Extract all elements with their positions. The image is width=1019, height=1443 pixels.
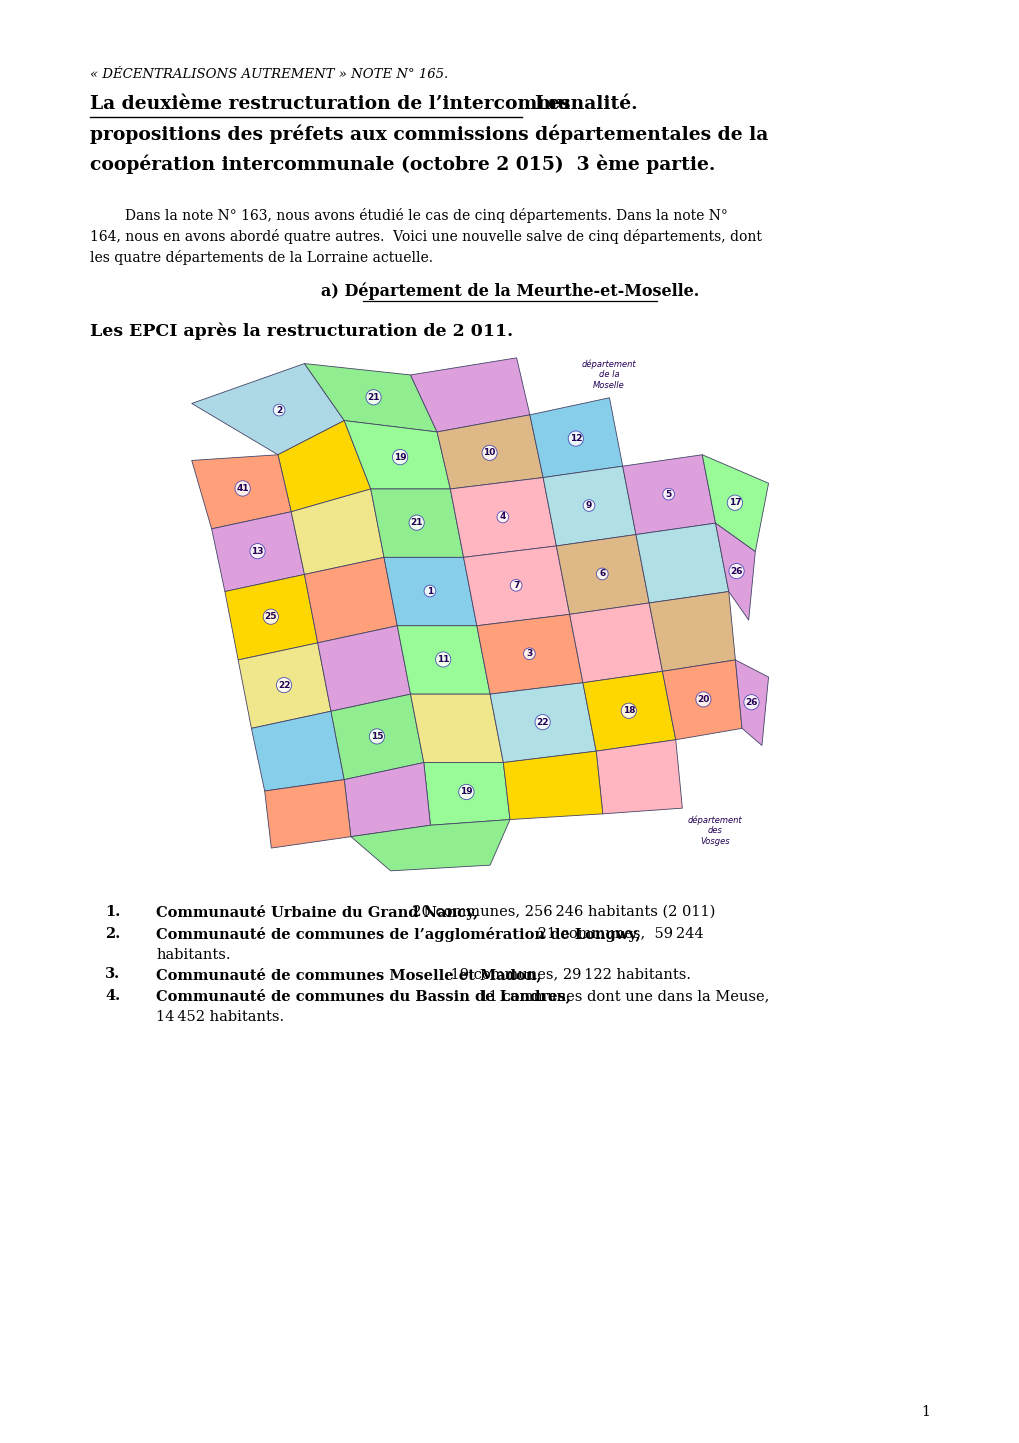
Text: 15: 15 <box>370 732 383 740</box>
Text: 11: 11 <box>436 655 449 664</box>
Text: 20 communes, 256 246 habitants (2 011): 20 communes, 256 246 habitants (2 011) <box>403 905 714 919</box>
Text: 3: 3 <box>526 649 532 658</box>
Text: 14 452 habitants.: 14 452 habitants. <box>156 1010 284 1025</box>
Text: 21: 21 <box>410 518 423 527</box>
Text: 26: 26 <box>730 567 742 576</box>
Text: 12: 12 <box>569 434 582 443</box>
Text: 11 communes dont une dans la Meuse,: 11 communes dont une dans la Meuse, <box>475 988 768 1003</box>
Text: 17: 17 <box>728 498 741 506</box>
Text: Dans la note N° 163, nous avons étudié le cas de cinq départements. Dans la note: Dans la note N° 163, nous avons étudié l… <box>90 208 728 224</box>
Text: Communauté Urbaine du Grand Nancy,: Communauté Urbaine du Grand Nancy, <box>156 905 478 921</box>
Text: département
des
Vosges: département des Vosges <box>687 815 742 846</box>
Text: propositions des préfets aux commissions départementales de la: propositions des préfets aux commissions… <box>90 126 767 144</box>
Text: 1: 1 <box>920 1405 929 1418</box>
Text: habitants.: habitants. <box>156 948 230 962</box>
Text: 22: 22 <box>277 681 290 690</box>
Text: 3.: 3. <box>105 967 120 981</box>
Text: 10: 10 <box>483 449 495 457</box>
Text: coopération intercommunale (octobre 2 015)  3 ème partie.: coopération intercommunale (octobre 2 01… <box>90 154 714 175</box>
Text: 21 communes,  59 244: 21 communes, 59 244 <box>532 926 703 941</box>
Text: 5: 5 <box>664 489 672 499</box>
Text: 41: 41 <box>236 483 249 494</box>
Text: Les EPCI après la restructuration de 2 011.: Les EPCI après la restructuration de 2 0… <box>90 322 513 339</box>
Text: 2: 2 <box>276 405 282 414</box>
Text: Communauté de communes de l’agglomération de Longwy,: Communauté de communes de l’agglomératio… <box>156 926 640 941</box>
Text: département
de la
Moselle: département de la Moselle <box>581 359 636 390</box>
Text: a) Département de la Meurthe-et-Moselle.: a) Département de la Meurthe-et-Moselle. <box>321 281 698 300</box>
Text: 19: 19 <box>393 453 406 462</box>
Text: 19: 19 <box>460 788 472 797</box>
Text: 7: 7 <box>513 582 519 590</box>
Text: 20: 20 <box>697 696 709 704</box>
Text: 1.: 1. <box>105 905 120 919</box>
Text: Communauté de communes du Bassin de Landres,: Communauté de communes du Bassin de Land… <box>156 988 571 1004</box>
Text: 21: 21 <box>367 392 379 401</box>
Text: les quatre départements de la Lorraine actuelle.: les quatre départements de la Lorraine a… <box>90 250 433 266</box>
Text: Communauté de communes Moselle et Madon,: Communauté de communes Moselle et Madon, <box>156 967 541 983</box>
Text: La deuxième restructuration de l’intercommunalité.: La deuxième restructuration de l’interco… <box>90 95 637 113</box>
Text: 13: 13 <box>251 547 264 556</box>
Text: 19 communes, 29 122 habitants.: 19 communes, 29 122 habitants. <box>445 967 690 981</box>
Text: 164, nous en avons abordé quatre autres.  Voici une nouvelle salve de cinq dépar: 164, nous en avons abordé quatre autres.… <box>90 229 761 244</box>
Text: 9: 9 <box>585 501 592 509</box>
Text: 4: 4 <box>499 512 505 521</box>
Text: 22: 22 <box>536 717 548 727</box>
Text: 6: 6 <box>598 570 605 579</box>
Text: 2.: 2. <box>105 926 120 941</box>
Text: 25: 25 <box>264 612 277 620</box>
Text: « DÉCENTRALISONS AUTREMENT » NOTE N° 165.: « DÉCENTRALISONS AUTREMENT » NOTE N° 165… <box>90 68 447 81</box>
Text: 26: 26 <box>745 698 757 707</box>
Text: 18: 18 <box>622 706 635 716</box>
Text: 1: 1 <box>426 586 433 596</box>
Text: 4.: 4. <box>105 988 120 1003</box>
Text: Les: Les <box>522 95 570 113</box>
